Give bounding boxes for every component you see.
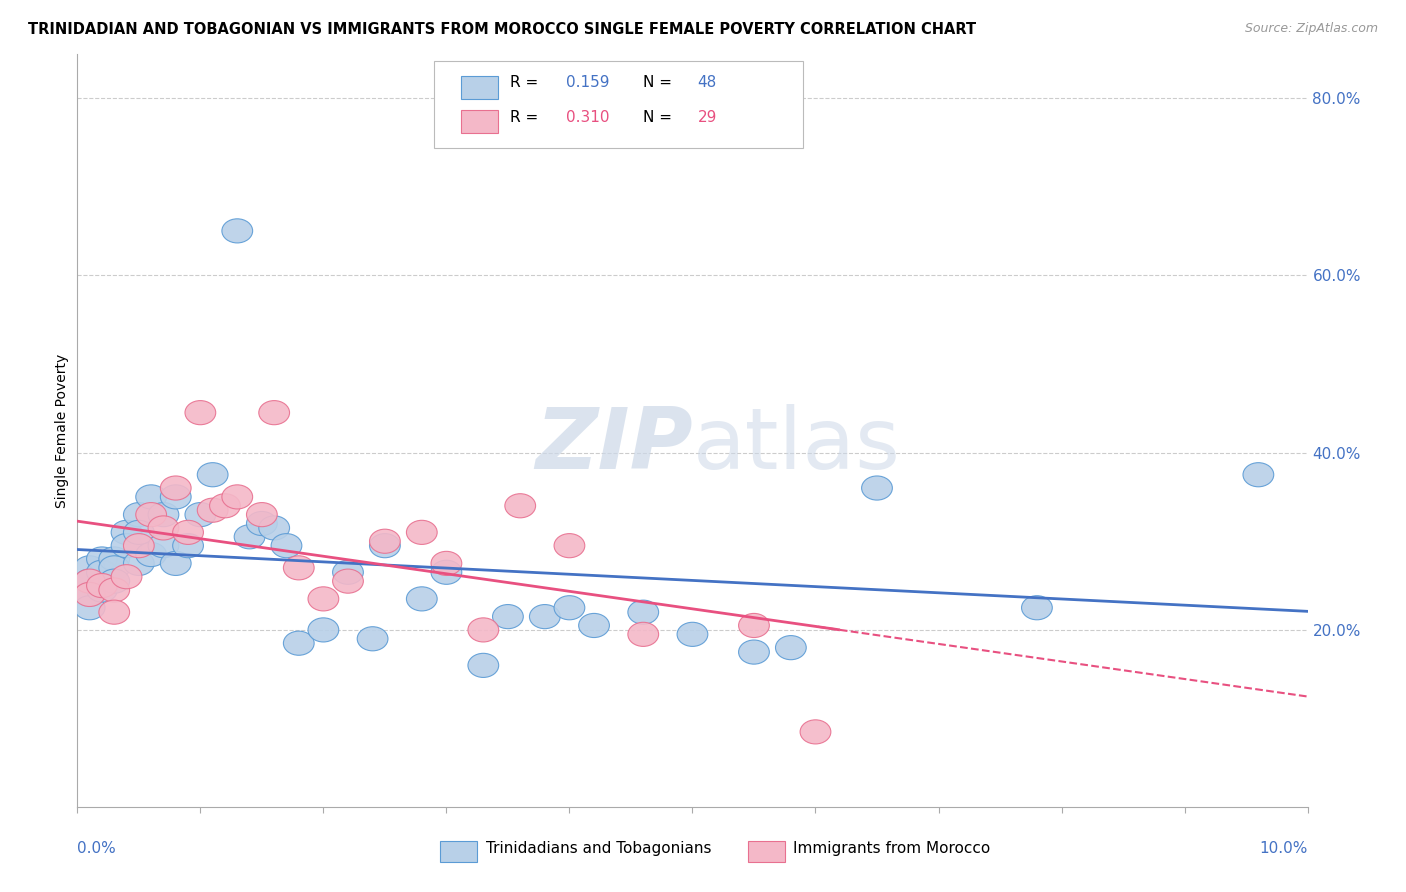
FancyBboxPatch shape — [434, 61, 803, 148]
Ellipse shape — [862, 476, 893, 500]
Text: Trinidadians and Tobagonians: Trinidadians and Tobagonians — [486, 841, 711, 856]
Ellipse shape — [259, 516, 290, 540]
Text: Immigrants from Morocco: Immigrants from Morocco — [793, 841, 991, 856]
Ellipse shape — [492, 605, 523, 629]
Ellipse shape — [87, 560, 117, 584]
Ellipse shape — [678, 623, 707, 647]
Ellipse shape — [776, 636, 806, 660]
Ellipse shape — [432, 560, 461, 584]
Text: 48: 48 — [697, 76, 717, 90]
Ellipse shape — [148, 516, 179, 540]
Ellipse shape — [160, 551, 191, 575]
Ellipse shape — [75, 582, 105, 607]
Text: 0.310: 0.310 — [565, 110, 609, 125]
FancyBboxPatch shape — [440, 841, 477, 863]
Ellipse shape — [738, 614, 769, 638]
Ellipse shape — [259, 401, 290, 425]
Ellipse shape — [246, 502, 277, 526]
Ellipse shape — [505, 493, 536, 518]
Ellipse shape — [406, 520, 437, 544]
Ellipse shape — [235, 524, 264, 549]
Ellipse shape — [160, 476, 191, 500]
Ellipse shape — [628, 623, 658, 647]
Ellipse shape — [98, 600, 129, 624]
Text: TRINIDADIAN AND TOBAGONIAN VS IMMIGRANTS FROM MOROCCO SINGLE FEMALE POVERTY CORR: TRINIDADIAN AND TOBAGONIAN VS IMMIGRANTS… — [28, 22, 976, 37]
Text: 10.0%: 10.0% — [1260, 841, 1308, 856]
Ellipse shape — [148, 533, 179, 558]
Ellipse shape — [111, 533, 142, 558]
Ellipse shape — [98, 556, 129, 580]
Text: 29: 29 — [697, 110, 717, 125]
Ellipse shape — [87, 547, 117, 571]
Ellipse shape — [222, 219, 253, 243]
Y-axis label: Single Female Poverty: Single Female Poverty — [55, 353, 69, 508]
Ellipse shape — [370, 533, 401, 558]
Text: N =: N = — [644, 110, 678, 125]
Text: ZIP: ZIP — [534, 404, 693, 487]
Ellipse shape — [628, 600, 658, 624]
Ellipse shape — [468, 618, 499, 642]
Ellipse shape — [124, 551, 155, 575]
Ellipse shape — [124, 520, 155, 544]
Ellipse shape — [468, 653, 499, 677]
Ellipse shape — [98, 547, 129, 571]
Ellipse shape — [1243, 463, 1274, 487]
Ellipse shape — [333, 560, 363, 584]
Ellipse shape — [160, 485, 191, 509]
Ellipse shape — [554, 533, 585, 558]
Text: 0.159: 0.159 — [565, 76, 609, 90]
Ellipse shape — [124, 502, 155, 526]
Text: 0.0%: 0.0% — [77, 841, 117, 856]
Text: atlas: atlas — [693, 404, 900, 487]
Ellipse shape — [186, 502, 215, 526]
Ellipse shape — [75, 596, 105, 620]
Ellipse shape — [246, 511, 277, 535]
Ellipse shape — [197, 498, 228, 522]
FancyBboxPatch shape — [461, 76, 498, 99]
Ellipse shape — [284, 632, 314, 656]
Ellipse shape — [406, 587, 437, 611]
Ellipse shape — [308, 618, 339, 642]
Ellipse shape — [136, 485, 166, 509]
Text: R =: R = — [510, 76, 544, 90]
Ellipse shape — [284, 556, 314, 580]
Ellipse shape — [98, 569, 129, 593]
Ellipse shape — [111, 565, 142, 589]
Ellipse shape — [75, 569, 105, 593]
Ellipse shape — [554, 596, 585, 620]
Ellipse shape — [432, 551, 461, 575]
Ellipse shape — [75, 582, 105, 607]
Ellipse shape — [111, 520, 142, 544]
Ellipse shape — [124, 533, 155, 558]
Ellipse shape — [197, 463, 228, 487]
Ellipse shape — [333, 569, 363, 593]
Ellipse shape — [579, 614, 609, 638]
Ellipse shape — [222, 485, 253, 509]
Ellipse shape — [186, 401, 215, 425]
Ellipse shape — [173, 533, 204, 558]
Text: N =: N = — [644, 76, 678, 90]
Ellipse shape — [1022, 596, 1052, 620]
Text: Source: ZipAtlas.com: Source: ZipAtlas.com — [1244, 22, 1378, 36]
Ellipse shape — [87, 574, 117, 598]
Ellipse shape — [87, 578, 117, 602]
Ellipse shape — [271, 533, 302, 558]
Ellipse shape — [530, 605, 560, 629]
Ellipse shape — [98, 578, 129, 602]
Ellipse shape — [136, 542, 166, 566]
Ellipse shape — [357, 627, 388, 651]
Ellipse shape — [308, 587, 339, 611]
Ellipse shape — [370, 529, 401, 553]
Ellipse shape — [209, 493, 240, 518]
Text: R =: R = — [510, 110, 544, 125]
Ellipse shape — [800, 720, 831, 744]
Ellipse shape — [738, 640, 769, 665]
FancyBboxPatch shape — [748, 841, 785, 863]
Ellipse shape — [75, 569, 105, 593]
Ellipse shape — [136, 502, 166, 526]
Ellipse shape — [148, 502, 179, 526]
Ellipse shape — [173, 520, 204, 544]
FancyBboxPatch shape — [461, 110, 498, 133]
Ellipse shape — [75, 556, 105, 580]
